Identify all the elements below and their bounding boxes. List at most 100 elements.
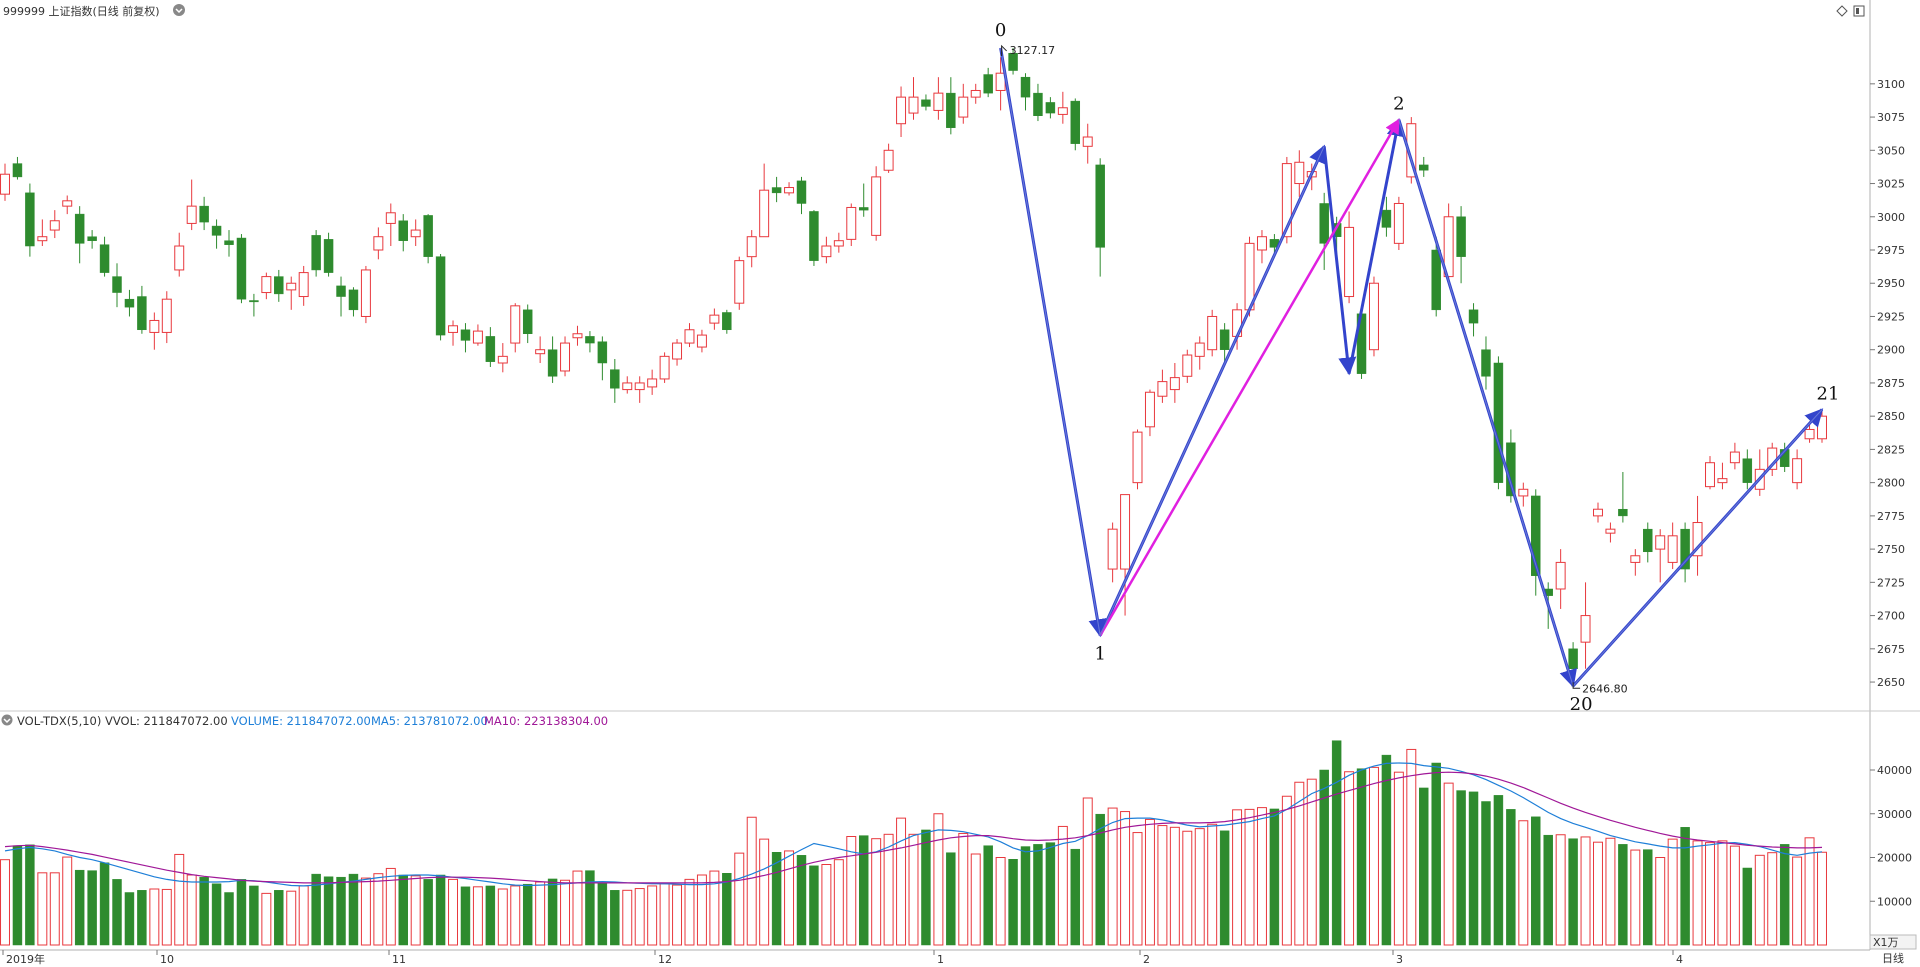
panel-toggle-icon[interactable] (1853, 5, 1865, 17)
volume-bar (1468, 791, 1479, 946)
volume-bar (1269, 808, 1280, 946)
chevron-down-icon[interactable] (173, 4, 185, 16)
price-tick-label: 2975 (1877, 244, 1905, 257)
price-tick-label: 2875 (1877, 377, 1905, 390)
volume-bar (161, 888, 172, 946)
unit-badge (1869, 934, 1917, 950)
volume-bar (597, 882, 608, 946)
candle-body (958, 96, 969, 118)
wave-label-21: 21 (1817, 384, 1840, 405)
candle-body (1555, 561, 1566, 590)
volume-bar (746, 816, 757, 946)
volume-bar (871, 838, 882, 946)
volume-bar (1194, 828, 1205, 946)
candle-body (174, 245, 185, 271)
chevron-down-icon[interactable] (1, 714, 13, 726)
candle-body (274, 276, 284, 295)
volume-bar (958, 832, 969, 946)
candle-body (1070, 100, 1081, 144)
volume-bar (1605, 837, 1616, 946)
candle-body (1344, 226, 1355, 298)
candle-body (970, 89, 981, 98)
x-tick-label: 11 (392, 953, 406, 966)
candle-body (1580, 615, 1591, 643)
price-header: 999999 上证指数(日线 前复权) (3, 4, 1865, 18)
volume-bar (0, 859, 10, 946)
candle-body (261, 276, 272, 294)
volume-bar (423, 879, 433, 946)
candle-body (1057, 107, 1068, 115)
volume-bar (1331, 740, 1342, 946)
candle-body (485, 336, 496, 362)
candle-body (995, 72, 1006, 91)
volume-bar (759, 838, 770, 946)
volume-bar (1033, 844, 1043, 946)
candle-body (1294, 161, 1305, 185)
candle-body (535, 349, 546, 355)
volume-bar (809, 865, 819, 946)
candle-body (634, 382, 645, 391)
candle-body (746, 236, 757, 258)
diamond-icon[interactable] (1836, 5, 1848, 17)
x-axis: 2019年 10 11 12 1 2 3 4 (2, 950, 1683, 966)
x-tick-label: 10 (160, 953, 174, 966)
volume-bar (1020, 846, 1031, 946)
wave-thin-line (1398, 119, 1574, 687)
candle-body (659, 355, 670, 380)
candle-body (112, 276, 122, 293)
volume-bar (896, 817, 907, 946)
candle-body (647, 378, 658, 388)
volume-bar (1157, 825, 1168, 946)
candle-body (323, 239, 334, 273)
period-label[interactable]: 日线 (1882, 951, 1904, 965)
price-tick-label: 2900 (1877, 344, 1905, 357)
volume-bar (1742, 867, 1753, 946)
volume-bar (1655, 857, 1666, 946)
volume-bar (734, 852, 745, 946)
candle-body (1804, 428, 1815, 440)
volume-bar (385, 867, 396, 946)
volume-bar (1481, 801, 1491, 946)
volume-bar (560, 879, 571, 946)
candle-body (12, 163, 23, 178)
volume-bar (311, 873, 321, 946)
volume-bar (1406, 748, 1417, 946)
volume-bar (174, 853, 185, 946)
ma5-line (4, 762, 1823, 887)
candle-body (398, 220, 408, 241)
volume-bar (610, 890, 620, 946)
volume-bar (1630, 849, 1641, 946)
candle-body (1717, 478, 1728, 484)
volume-plot (0, 740, 1827, 946)
candle-body (186, 205, 197, 224)
candle-body (1729, 451, 1740, 464)
candle-body (696, 334, 707, 348)
volume-bar (448, 878, 459, 946)
candle-body (1144, 391, 1155, 428)
volume-bar (1294, 781, 1305, 946)
candle-body (1219, 329, 1230, 350)
candle-body (821, 245, 832, 258)
volume-bar (137, 890, 147, 946)
candle-body (1456, 216, 1466, 257)
ma10-line (4, 771, 1823, 884)
volume-bar (1643, 849, 1653, 946)
price-tick-label: 2950 (1877, 277, 1905, 290)
volume-bar (1667, 838, 1678, 946)
price-axis: 3100 3075 3050 3025 3000 2975 2950 2925 2900 2875… (1869, 0, 1905, 950)
volume-bar (1169, 826, 1180, 946)
candle-body (547, 349, 558, 377)
candle-body (1643, 528, 1653, 553)
volume-bar (1531, 816, 1541, 946)
candle-body (796, 180, 807, 204)
candle-body (1493, 362, 1504, 483)
candle-body (497, 355, 508, 364)
price-tick-label: 2800 (1877, 477, 1905, 490)
candle-body (1630, 555, 1641, 563)
candle-body (622, 382, 633, 391)
volume-bar (1045, 842, 1056, 946)
candle-body (348, 289, 359, 311)
volume-bar (1095, 813, 1105, 946)
